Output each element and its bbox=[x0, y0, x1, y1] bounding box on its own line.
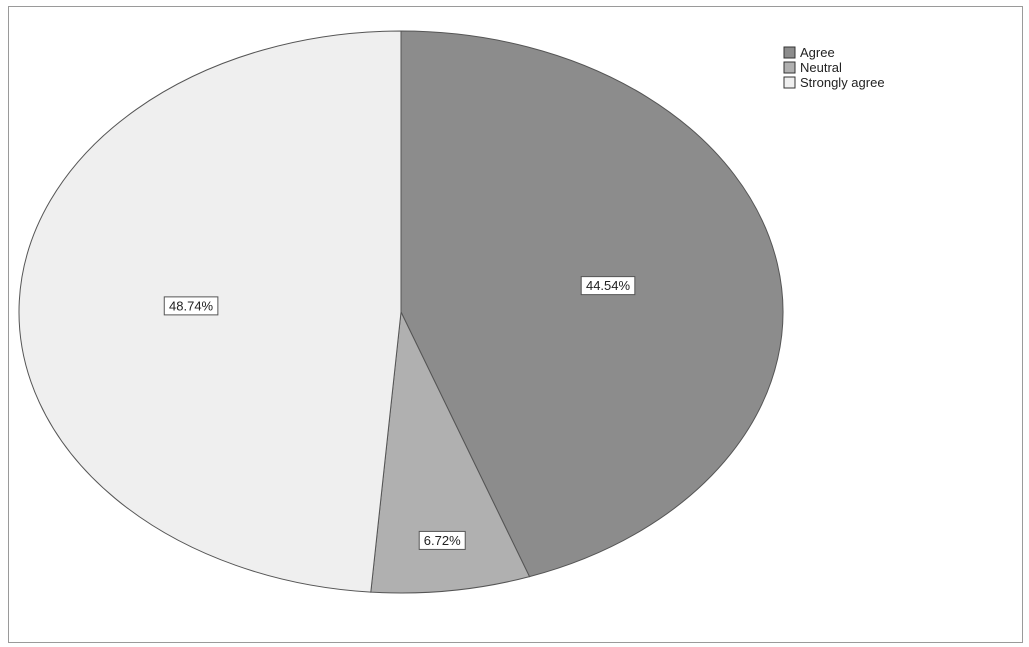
pie-slice-agree bbox=[400, 30, 784, 578]
pie-slices bbox=[18, 30, 784, 594]
data-label-agree: 44.54% bbox=[580, 276, 636, 296]
data-label-box bbox=[580, 276, 636, 296]
data-label-text: 6.72% bbox=[424, 533, 461, 548]
legend-item-strongly-agree: Strongly agree bbox=[783, 75, 885, 90]
legend-swatch bbox=[783, 61, 796, 74]
data-label-text: 44.54% bbox=[586, 278, 631, 293]
data-label-text: 48.74% bbox=[169, 298, 214, 313]
legend-item-neutral: Neutral bbox=[783, 60, 842, 75]
data-label-neutral: 6.72% bbox=[418, 530, 466, 550]
legend-label: Agree bbox=[800, 45, 835, 60]
pie-data-labels: 44.54% 6.72% 48.74% bbox=[163, 276, 636, 550]
legend-swatch bbox=[783, 46, 796, 59]
legend-swatch bbox=[783, 76, 796, 89]
data-label-box bbox=[163, 296, 219, 316]
data-label-strongly-agree: 48.74% bbox=[163, 296, 219, 316]
legend-label: Neutral bbox=[800, 60, 842, 75]
legend-label: Strongly agree bbox=[800, 75, 885, 90]
legend-item-agree: Agree bbox=[783, 45, 835, 60]
pie-slice-neutral bbox=[370, 310, 531, 594]
chart-frame: 44.54% 6.72% 48.74% Agree Neutral Strongly a… bbox=[8, 6, 1023, 643]
data-label-box bbox=[418, 530, 466, 550]
